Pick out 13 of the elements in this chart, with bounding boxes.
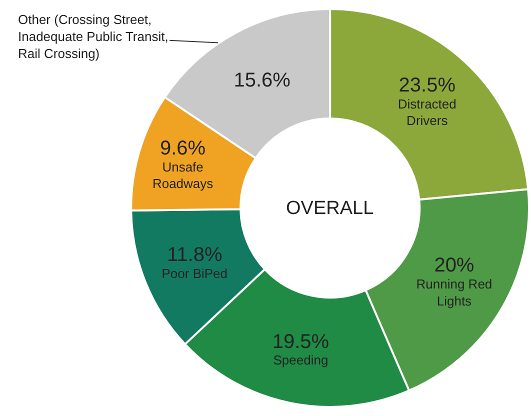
- data-label: 19.5%: [272, 330, 330, 353]
- data-label: 23.5%: [398, 74, 456, 96]
- slice-label: Other (Crossing Street, Inadequate Public Transit, Rail Crossing): [18, 12, 168, 61]
- slice-label: Running Red Lights: [416, 276, 492, 308]
- slice-label: Distracted Drivers: [398, 96, 456, 128]
- slice-label: Speeding: [273, 352, 328, 368]
- data-label: 20%: [434, 254, 474, 277]
- data-label: 9.6%: [160, 137, 206, 160]
- data-label: 11.8%: [167, 244, 222, 266]
- data-label: 15.6%: [234, 70, 291, 92]
- slice-label: Unsafe Roadways: [152, 159, 214, 192]
- slice-label: Poor BiPed: [162, 266, 228, 282]
- text: OVERALL: [286, 198, 374, 219]
